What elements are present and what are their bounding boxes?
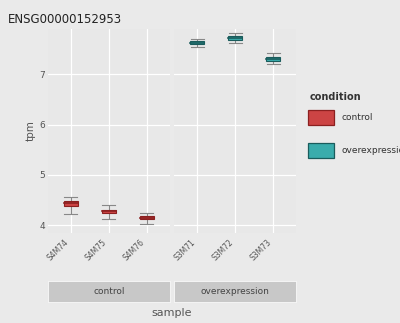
Bar (228, 36, 242, 40)
Bar (64, 201, 78, 206)
Text: overexpression: overexpression (201, 287, 270, 296)
Text: control: control (93, 287, 124, 296)
Bar (190, 41, 204, 44)
FancyBboxPatch shape (48, 281, 170, 302)
FancyBboxPatch shape (308, 143, 334, 158)
Y-axis label: tpm: tpm (25, 120, 35, 141)
Bar (102, 210, 116, 213)
Text: control: control (342, 113, 373, 122)
Text: overexpression: overexpression (342, 146, 400, 155)
Bar (266, 57, 280, 61)
Text: sample: sample (152, 308, 192, 318)
Text: ENSG00000152953: ENSG00000152953 (8, 13, 122, 26)
Text: condition: condition (310, 92, 361, 102)
FancyBboxPatch shape (174, 281, 296, 302)
Bar (140, 216, 154, 220)
FancyBboxPatch shape (308, 110, 334, 125)
